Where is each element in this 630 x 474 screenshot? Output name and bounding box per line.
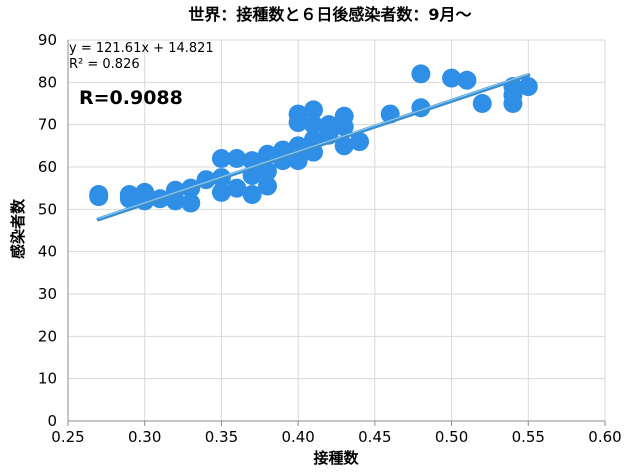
data-point	[257, 161, 277, 181]
gridlines	[68, 39, 606, 421]
y-tick-label: 70	[38, 116, 57, 134]
trendline-highlight	[98, 73, 529, 219]
x-axis-label: 接種数	[313, 449, 359, 467]
x-tick-label: 0.35	[205, 428, 238, 446]
trendline	[96, 73, 531, 222]
x-tick-label: 0.25	[51, 428, 84, 446]
data-point	[411, 64, 431, 84]
data-point	[457, 70, 477, 90]
data-point	[181, 193, 201, 213]
axes	[67, 40, 606, 426]
data-point	[472, 94, 492, 113]
y-tick-label: 0	[47, 412, 57, 430]
y-tick-label: 80	[38, 73, 57, 91]
data-point	[334, 117, 354, 137]
x-tick-label: 0.60	[588, 428, 621, 446]
y-axis-label: 感染者数	[9, 198, 27, 259]
data-points	[89, 64, 538, 213]
y-tick-label: 30	[38, 285, 57, 303]
data-point	[227, 149, 247, 169]
data-point	[518, 77, 538, 97]
x-tick-label: 0.45	[358, 428, 391, 446]
data-point	[303, 100, 323, 120]
trendline-r2: R² = 0.826	[69, 57, 140, 72]
data-point	[350, 132, 370, 152]
x-tick-label: 0.55	[512, 428, 545, 446]
x-tick-label: 0.50	[435, 428, 468, 446]
data-point	[89, 187, 109, 207]
data-point	[211, 182, 231, 202]
trendline-group	[96, 73, 531, 222]
y-tick-label: 10	[38, 370, 57, 388]
data-point	[303, 115, 323, 135]
data-point	[288, 113, 308, 133]
trendline-equation: y = 121.61x + 14.821	[69, 41, 214, 56]
tick-labels: 0 10 20 30 40 50 60 70 80 90 0.25 0.30 0.35 0.40 0.45 0…	[38, 31, 622, 446]
y-tick-label: 90	[38, 31, 57, 49]
data-point	[334, 136, 354, 156]
y-tick-label: 50	[38, 200, 57, 218]
data-point	[503, 85, 523, 105]
data-point	[211, 149, 231, 169]
data-point	[119, 189, 139, 209]
chart-title: 世界：接種数と６日後感染者数：9月〜	[188, 5, 471, 24]
x-tick-label: 0.30	[128, 428, 161, 446]
data-point	[257, 176, 277, 196]
correlation-label: R=0.9088	[79, 87, 183, 109]
y-tick-label: 20	[38, 327, 57, 345]
data-point	[227, 178, 247, 198]
data-point	[242, 185, 262, 205]
data-point	[442, 68, 462, 88]
y-tick-label: 40	[38, 243, 57, 261]
x-tick-label: 0.40	[281, 428, 314, 446]
y-tick-label: 60	[38, 158, 57, 176]
